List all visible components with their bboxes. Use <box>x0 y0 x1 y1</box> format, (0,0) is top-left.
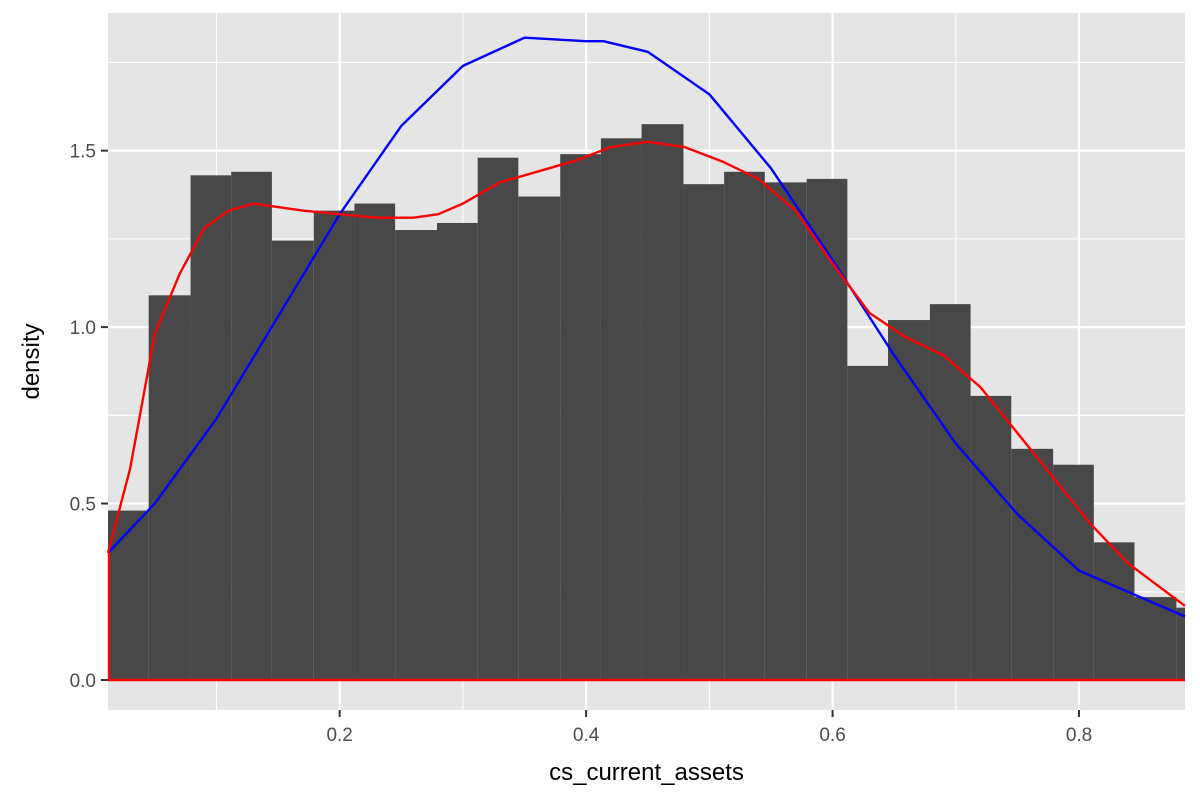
y-axis-title: density <box>18 323 45 399</box>
histogram-bar <box>560 154 601 681</box>
kernel-density-curve <box>106 140 1186 607</box>
histogram-bar <box>1176 607 1185 681</box>
histogram-bar <box>1053 464 1094 681</box>
histogram-bar <box>1093 542 1135 681</box>
y-axis: 0.0 0.5 1.0 1.5 <box>70 142 108 692</box>
histogram-bars <box>108 124 1185 681</box>
x-tick-label: 0.4 <box>573 725 600 746</box>
histogram-bar <box>600 138 642 681</box>
y-tick-label: 0.0 <box>70 671 96 692</box>
histogram-bar <box>148 295 191 681</box>
histogram-bar <box>806 178 848 681</box>
y-tick-label: 1.5 <box>70 142 96 163</box>
histogram-bar <box>724 171 765 681</box>
histogram-bar <box>313 210 355 681</box>
histogram-bar <box>970 395 1012 681</box>
histogram-bar <box>683 184 725 681</box>
histogram-bar <box>108 510 149 681</box>
histogram-bar <box>764 182 807 681</box>
x-axis-title: cs_current_assets <box>549 759 744 786</box>
histogram-bar <box>231 171 272 681</box>
y-tick-label: 0.5 <box>70 495 96 516</box>
histogram-bar <box>518 196 561 681</box>
density-curves <box>106 36 1186 682</box>
histogram-bar <box>888 320 930 681</box>
x-tick-label: 0.6 <box>819 725 845 746</box>
histogram-bar <box>271 240 314 681</box>
normal-density-curve <box>107 36 1186 618</box>
histogram-bar <box>929 304 971 681</box>
y-tick-label: 1.0 <box>70 318 96 339</box>
x-tick-label: 0.8 <box>1066 725 1092 746</box>
histogram-bar <box>354 203 396 681</box>
histogram-bar <box>437 222 478 681</box>
histogram-bar <box>1011 448 1054 681</box>
histogram-bar <box>641 124 684 681</box>
histogram-bar <box>847 365 889 681</box>
histogram-bar <box>395 230 438 681</box>
histogram-bar <box>477 157 519 681</box>
x-axis: 0.2 0.4 0.6 0.8 <box>326 710 1092 746</box>
x-tick-label: 0.2 <box>326 725 352 746</box>
